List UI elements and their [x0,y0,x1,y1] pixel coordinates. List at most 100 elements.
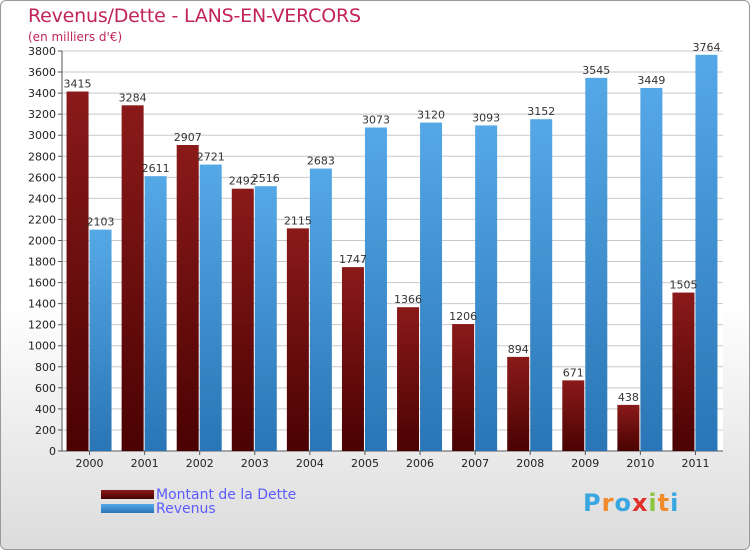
y-tick-label: 3600 [28,66,56,79]
bar-dette [66,91,89,452]
data-label-revenus: 2611 [142,162,170,175]
y-tick-label: 2200 [28,213,56,226]
bar-dette [121,105,144,451]
legend-label-revenus: Revenus [156,501,216,517]
data-label-dette: 3284 [119,91,147,104]
x-tick-label: 2000 [76,457,104,470]
data-label-revenus: 3152 [527,105,555,118]
legend-label-dette: Montant de la Dette [156,487,297,503]
bar-revenus [144,176,167,451]
y-tick-label: 3000 [28,129,56,142]
bar-revenus [309,168,332,451]
data-label-revenus: 3093 [472,111,500,124]
bar-revenus [530,119,553,452]
plot-area [62,51,723,451]
legend-item-dette: Montant de la Dette [101,487,401,503]
data-label-dette: 1505 [669,279,697,292]
x-tick-label: 2003 [241,457,269,470]
data-label-revenus: 2103 [87,216,115,229]
bar-revenus [199,164,222,451]
bar-revenus [695,54,718,451]
bar-dette [507,356,530,451]
bar-dette [672,292,695,451]
x-tick-label: 2007 [461,457,489,470]
bar-revenus [585,77,608,451]
y-tick-label: 2000 [28,234,56,247]
x-tick-label: 2004 [296,457,324,470]
bar-revenus [640,87,663,452]
bar-revenus [364,127,387,452]
bar-dette [341,267,364,451]
bar-revenus [420,122,443,451]
bar-revenus [89,229,112,451]
data-label-revenus: 3120 [417,109,445,122]
x-tick-label: 2010 [626,457,654,470]
legend-swatch-revenus [101,504,154,513]
y-tick-label: 3400 [28,87,56,100]
y-tick-label: 2600 [28,171,56,184]
data-label-revenus: 2683 [307,155,335,168]
x-tick-label: 2005 [351,457,379,470]
brand-letter: x [631,489,649,517]
legend-item-revenus: Revenus [101,501,401,517]
y-tick-label: 600 [35,382,56,395]
legend-swatch-dette [101,490,154,499]
data-label-dette: 1747 [339,253,367,266]
bar-dette [617,404,640,451]
x-tick-label: 2002 [186,457,214,470]
data-label-revenus: 3449 [637,74,665,87]
grid-layer [62,50,723,452]
x-tick-label: 2001 [131,457,159,470]
data-label-dette: 1206 [449,310,477,323]
chart-subtitle: (en milliers d'€) [28,30,123,44]
data-label-revenus: 2516 [252,172,280,185]
y-tick-label: 800 [35,361,56,374]
bar-revenus [475,125,498,451]
x-tick-label: 2008 [516,457,544,470]
x-tick-label: 2009 [571,457,599,470]
data-label-revenus: 3073 [362,114,390,127]
bar-dette [176,145,199,451]
y-tick-label: 2800 [28,150,56,163]
y-tick-label: 1400 [28,298,56,311]
data-label-dette: 3415 [64,78,92,91]
y-tick-label: 200 [35,424,56,437]
y-tick-label: 1800 [28,256,56,269]
brand-letter: P [583,489,602,517]
data-label-dette: 2492 [229,175,257,188]
y-tick-label: 1600 [28,277,56,290]
bar-dette [231,188,254,451]
data-label-revenus: 3764 [692,41,720,54]
y-tick-label: 2400 [28,192,56,205]
brand-letter: o [614,489,632,517]
chart-title: Revenus/Dette - LANS-EN-VERCORS [28,5,361,27]
y-tick-label: 1200 [28,319,56,332]
brand-letter: t [657,489,671,517]
brand-logo: Proxiti [583,489,679,517]
y-tick-label: 3200 [28,108,56,121]
data-label-dette: 438 [618,391,639,404]
bar-dette [562,380,585,451]
data-label-dette: 671 [563,366,584,379]
x-tick-label: 2011 [681,457,709,470]
y-tick-label: 400 [35,403,56,416]
data-label-revenus: 2721 [197,151,225,164]
data-label-dette: 2115 [284,214,312,227]
x-tick-label: 2006 [406,457,434,470]
data-label-revenus: 3545 [582,64,610,77]
bar-dette [286,228,309,451]
bars-layer [66,54,718,452]
data-label-dette: 1366 [394,293,422,306]
data-label-dette: 894 [508,343,529,356]
y-tick-label: 3800 [28,45,56,58]
data-label-dette: 2907 [174,131,202,144]
bar-revenus [254,186,277,451]
bar-dette [452,324,475,451]
brand-letter: r [601,489,615,517]
brand-letter: i [648,489,658,517]
brand-letter: i [670,489,680,517]
y-tick-label: 0 [49,445,56,458]
